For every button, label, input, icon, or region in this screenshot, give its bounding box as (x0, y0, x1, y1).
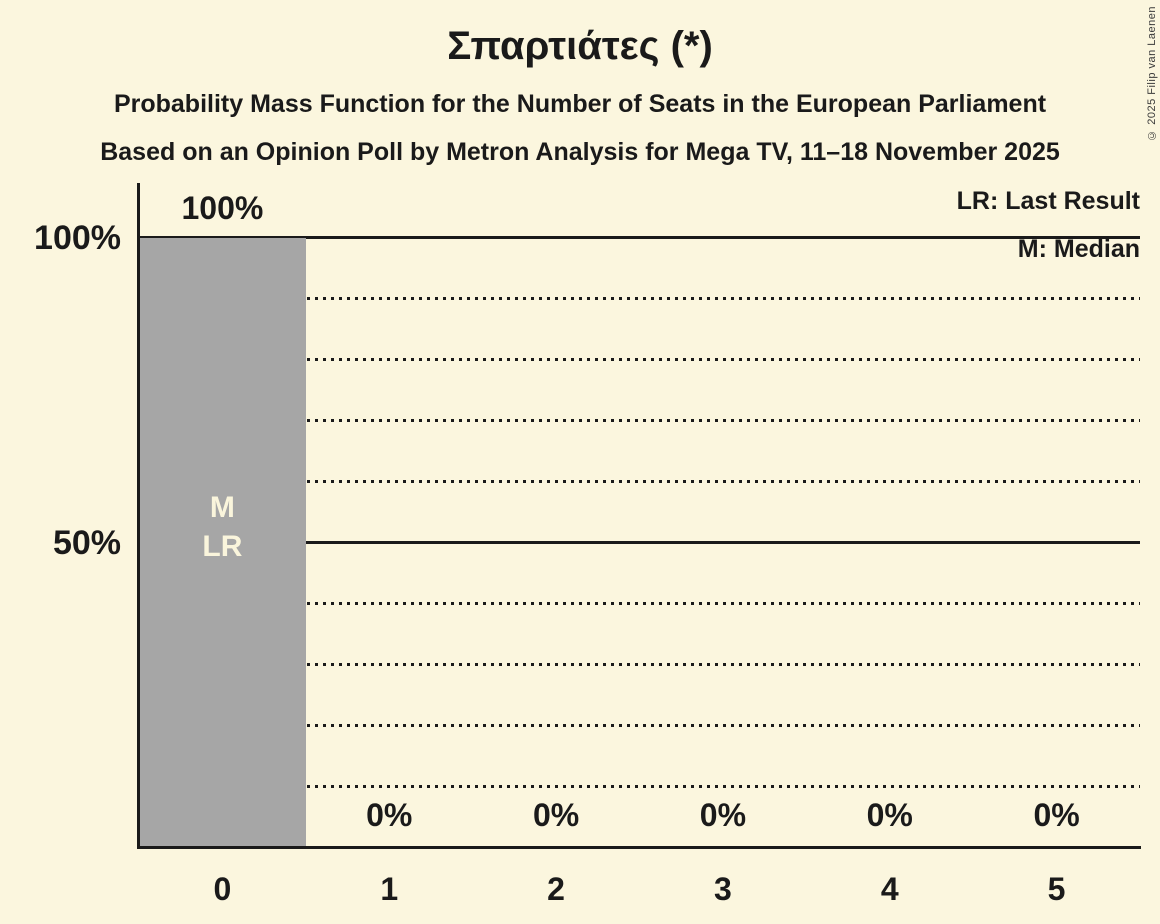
x-tick-label-4: 4 (880, 871, 899, 907)
chart-title: Σπαρτιάτες (*) (447, 24, 713, 68)
gridline-dotted-70 (139, 419, 1140, 422)
bar-value-label-2: 0% (532, 797, 580, 833)
gridline-dotted-40 (139, 602, 1140, 605)
gridline-dotted-60 (139, 480, 1140, 483)
bar-value-label-1: 0% (366, 797, 413, 833)
bar-value-label-0: 100% (181, 189, 264, 226)
bar-value-label-5: 0% (1033, 797, 1080, 833)
chart-subtitle-line2: Based on an Opinion Poll by Metron Analy… (100, 138, 1060, 166)
x-tick-label-1: 1 (380, 871, 399, 907)
gridline-dotted-30 (139, 663, 1140, 666)
bar-median-lastresult-annotation: M LR (202, 491, 243, 563)
chart-subtitle-line1: Probability Mass Function for the Number… (113, 90, 1047, 118)
legend-last-result: LR: Last Result (956, 187, 1140, 215)
x-axis-line (137, 846, 1141, 849)
x-tick-label-5: 5 (1047, 871, 1066, 907)
gridline-dotted-90 (139, 297, 1140, 300)
gridline-dotted-20 (139, 724, 1140, 727)
y-axis-label-50: 50% (52, 524, 121, 562)
gridline-dotted-80 (139, 358, 1140, 361)
gridline-dotted-10 (139, 785, 1140, 788)
bar-value-label-4: 0% (866, 797, 913, 833)
y-axis-line (137, 183, 140, 849)
legend-median: M: Median (1017, 235, 1140, 263)
y-axis-label-100: 100% (34, 219, 121, 257)
bar-seats-0 (139, 237, 306, 848)
bar-value-label-3: 0% (699, 797, 747, 833)
x-tick-label-2: 2 (547, 871, 565, 907)
gridline-solid-100 (139, 236, 1140, 239)
x-tick-label-0: 0 (213, 871, 232, 907)
gridline-solid-50 (139, 541, 1140, 544)
x-tick-label-3: 3 (714, 871, 732, 907)
